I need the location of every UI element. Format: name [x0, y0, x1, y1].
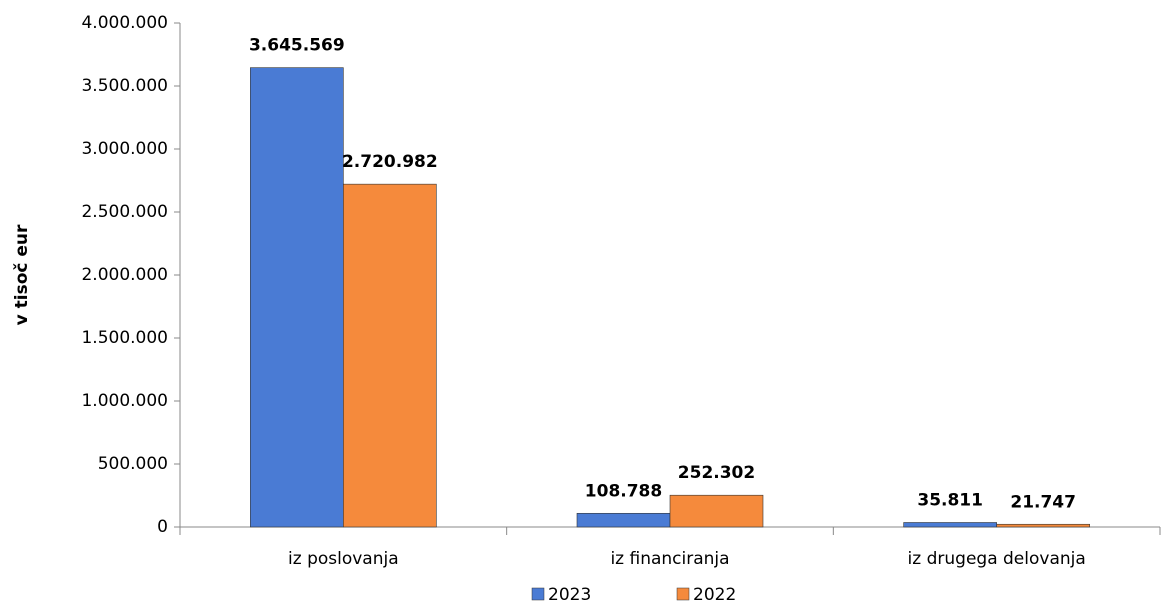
y-tick-label: 3.000.000 — [81, 139, 168, 159]
y-tick-label: 2.500.000 — [81, 202, 168, 222]
y-tick-label: 3.500.000 — [81, 76, 168, 96]
y-tick-label: 1.000.000 — [81, 391, 168, 411]
value-label: 3.645.569 — [249, 36, 345, 56]
legend-swatch — [531, 587, 545, 601]
value-label: 35.811 — [917, 490, 983, 510]
y-tick-label: 500.000 — [98, 454, 168, 474]
legend-swatch — [676, 587, 690, 601]
y-tick-label: 0 — [157, 517, 168, 537]
value-label: 21.747 — [1010, 492, 1076, 512]
y-axis-label: v tisoč eur — [12, 224, 32, 325]
value-label: 108.788 — [585, 481, 662, 501]
x-tick-label: iz poslovanja — [288, 549, 399, 569]
x-tick-label: iz drugega delovanja — [908, 549, 1086, 569]
value-label: 2.720.982 — [342, 152, 438, 172]
bar — [669, 494, 764, 528]
bar — [576, 512, 671, 528]
bar — [343, 183, 437, 528]
legend-label: 2022 — [693, 585, 736, 605]
bar — [903, 522, 997, 528]
legend-label: 2023 — [548, 585, 591, 605]
y-tick-label: 2.000.000 — [81, 265, 168, 285]
value-label: 252.302 — [678, 463, 755, 483]
y-tick-label: 1.500.000 — [81, 328, 168, 348]
y-tick-label: 4.000.000 — [81, 13, 168, 33]
x-tick-label: iz financiranja — [610, 549, 729, 569]
bar — [250, 67, 344, 528]
bar — [996, 523, 1090, 528]
